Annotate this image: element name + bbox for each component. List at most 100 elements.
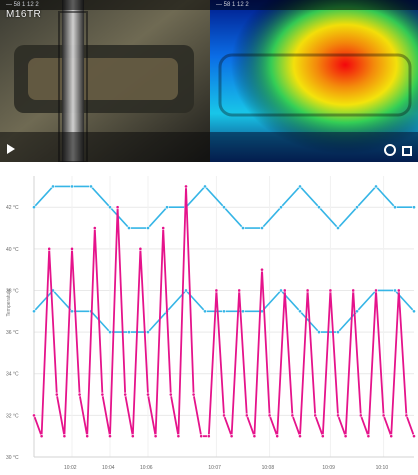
data-point [393,288,397,293]
x-tick-label: 10:02 [64,465,77,471]
data-point [355,205,359,210]
data-point [62,434,67,439]
data-point [279,205,283,210]
data-point [214,288,219,293]
data-point [305,288,310,293]
rgb-camera-panel[interactable]: — 58 1 12 2 M16TR [0,0,210,162]
data-point [92,226,97,230]
data-point [355,309,359,314]
data-point [146,392,150,397]
data-point [279,288,283,293]
data-point [290,413,295,418]
data-point [313,413,318,418]
data-point [222,309,226,314]
x-tick-label: 10:08 [262,465,275,471]
data-point [336,330,340,335]
data-point [161,226,166,230]
data-point [184,184,188,189]
data-point [241,309,245,314]
data-point [412,434,416,439]
data-point [32,413,36,418]
data-point [54,392,59,397]
data-point [146,330,150,335]
data-point [336,226,340,230]
line-chart-svg: 30 °C 32 °C 34 °C 36 °C 38 °C 40 °C 42 °C 10:02… [0,162,418,475]
data-point [374,288,378,293]
data-point [146,226,150,230]
data-point [393,205,397,210]
data-point [47,246,52,251]
temperature-chart: sensor_ch1sensor_ch2sensor_ch3IR CORE TR… [0,162,418,475]
data-point [366,434,371,439]
data-point [32,205,36,210]
data-point [108,205,112,210]
video-toolbar-left: — 58 1 12 2 [0,0,210,10]
data-point [320,434,325,439]
data-point [298,184,302,189]
data-point [267,413,272,418]
x-tick-label: 10:09 [322,465,335,471]
y-tick-label: 36 °C [6,330,19,336]
y-tick-label: 32 °C [6,413,19,419]
video-feed-label: M16TR [6,9,42,20]
data-point [85,434,90,439]
x-tick-label: 10:07 [208,465,221,471]
video-feed-strip: — 58 1 12 2 M16TR [0,0,418,162]
data-point [199,434,204,439]
data-point [358,413,363,418]
data-point [176,434,181,439]
data-point [70,184,74,189]
data-point [317,205,321,210]
data-point [298,434,302,439]
data-point [127,226,131,230]
y-axis-label: Temperature [6,288,12,316]
data-point [153,434,158,439]
data-point [138,246,143,251]
data-point [165,205,169,210]
data-point [206,434,211,439]
data-point [381,413,386,418]
data-point [328,288,333,293]
video-toolbar-right: — 58 1 12 2 [210,0,418,10]
data-point [241,226,245,230]
data-point [275,434,280,439]
y-tick-label: 40 °C [6,247,19,253]
x-tick-label: 10:10 [376,465,389,471]
data-point [77,392,82,397]
data-point [317,330,321,335]
y-tick-label: 30 °C [6,455,19,461]
data-point [32,309,36,314]
fullscreen-icon[interactable] [402,146,412,156]
x-tick-label: 10:04 [102,465,115,471]
data-point [115,205,120,210]
data-point [108,330,112,335]
data-point [39,434,44,439]
data-point [108,434,112,439]
y-tick-label: 34 °C [6,372,19,378]
data-point [229,434,234,439]
data-point [343,434,348,439]
data-point [374,184,378,189]
data-point [404,413,409,418]
data-point [70,246,74,251]
settings-gear-icon[interactable] [384,144,396,156]
data-point [203,184,207,189]
play-icon[interactable] [7,144,15,154]
data-point [70,309,74,314]
data-point [260,226,264,230]
data-point [191,392,196,397]
y-tick-label: 42 °C [6,205,19,211]
data-point [412,309,416,314]
data-point [389,434,394,439]
data-point [184,288,188,293]
data-point [260,267,264,272]
thermal-camera-panel[interactable]: — 58 1 12 2 [210,0,418,162]
x-tick-label: 10:06 [140,465,153,471]
data-point [222,413,226,418]
rgb-camera-image [0,0,210,162]
data-point [396,288,401,293]
data-point [130,434,135,439]
data-point [123,392,128,397]
data-point [244,413,249,418]
data-point [351,288,356,293]
